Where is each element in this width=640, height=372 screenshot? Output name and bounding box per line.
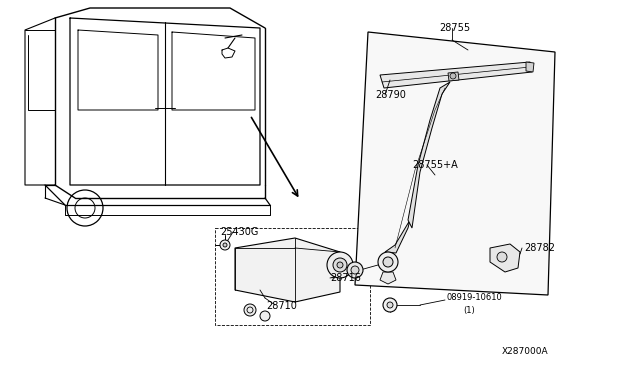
Polygon shape [380,62,532,88]
Circle shape [327,252,353,278]
Circle shape [337,262,343,268]
Circle shape [333,258,347,272]
Circle shape [383,298,397,312]
Polygon shape [408,82,450,228]
Polygon shape [355,32,555,295]
Text: X287000A: X287000A [501,347,548,356]
Text: 28782: 28782 [524,243,555,253]
Circle shape [347,262,363,278]
Circle shape [220,240,230,250]
Circle shape [378,252,398,272]
Polygon shape [448,72,459,81]
Text: 25430G: 25430G [220,227,259,237]
Text: (1): (1) [463,305,475,314]
Circle shape [223,243,227,247]
Polygon shape [490,244,520,272]
Polygon shape [380,272,396,284]
Text: 28755: 28755 [439,23,470,33]
Circle shape [244,304,256,316]
Polygon shape [526,62,534,72]
Text: 28710: 28710 [266,301,297,311]
Circle shape [387,302,393,308]
Circle shape [260,311,270,321]
Circle shape [450,73,456,79]
Text: 28755+A: 28755+A [412,160,458,170]
Circle shape [351,266,359,274]
Text: 08919-10610: 08919-10610 [447,294,503,302]
Circle shape [383,257,393,267]
Polygon shape [235,238,340,302]
Text: 28790: 28790 [375,90,406,100]
Circle shape [497,252,507,262]
Text: 28716: 28716 [330,273,361,283]
Polygon shape [385,220,410,253]
